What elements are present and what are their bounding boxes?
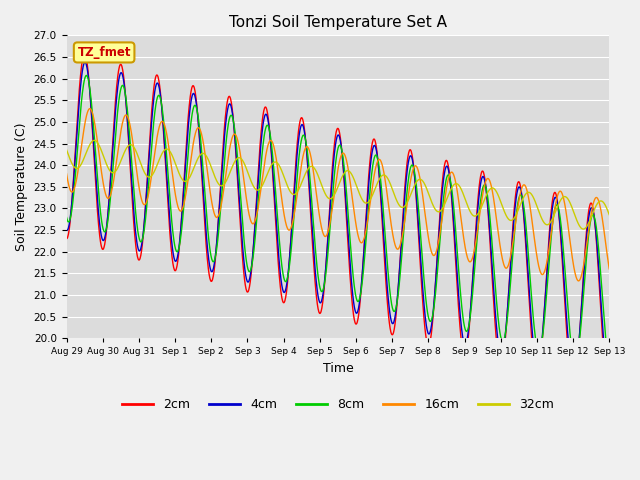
Text: TZ_fmet: TZ_fmet xyxy=(77,46,131,59)
Legend: 2cm, 4cm, 8cm, 16cm, 32cm: 2cm, 4cm, 8cm, 16cm, 32cm xyxy=(117,393,559,416)
Y-axis label: Soil Temperature (C): Soil Temperature (C) xyxy=(15,122,28,251)
Title: Tonzi Soil Temperature Set A: Tonzi Soil Temperature Set A xyxy=(229,15,447,30)
X-axis label: Time: Time xyxy=(323,362,353,375)
